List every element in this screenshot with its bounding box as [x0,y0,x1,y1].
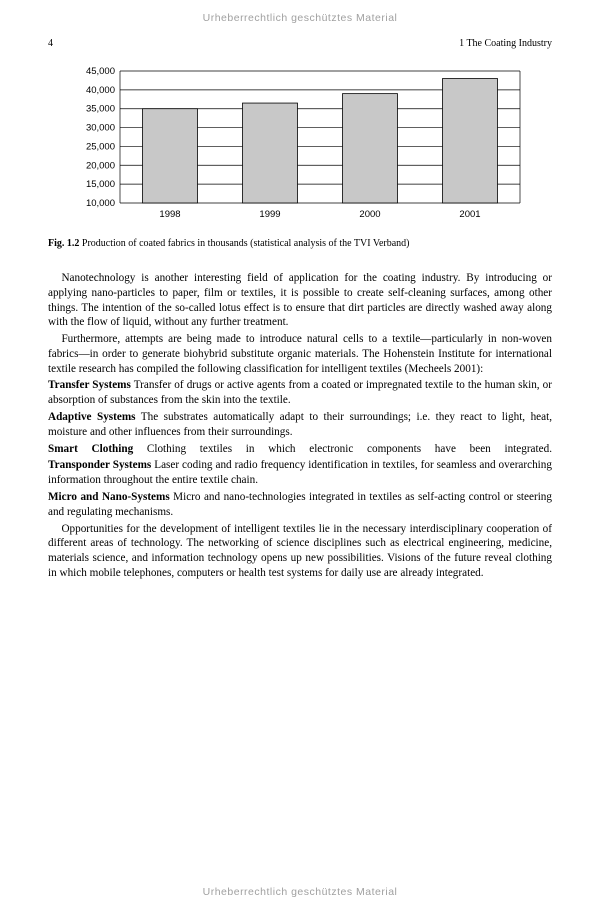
caption-label: Fig. 1.2 [48,238,79,249]
svg-text:2000: 2000 [359,209,380,220]
term-adaptive-systems: Adaptive Systems The substrates automati… [48,410,552,440]
term-label: Transfer Systems [48,379,131,391]
term-smart-clothing: Smart Clothing Clothing textiles in whic… [48,442,552,457]
svg-text:2001: 2001 [459,209,480,220]
paragraph-3: Opportunities for the development of int… [48,522,552,581]
svg-text:30,000: 30,000 [86,123,115,134]
term-transfer-systems: Transfer Systems Transfer of drugs or ac… [48,378,552,408]
svg-text:15,000: 15,000 [86,179,115,190]
page-header: 4 1 The Coating Industry [48,38,552,49]
svg-text:1999: 1999 [259,209,280,220]
paragraph-1: Nanotechnology is another interesting fi… [48,271,552,330]
svg-text:20,000: 20,000 [86,160,115,171]
svg-text:40,000: 40,000 [86,85,115,96]
term-transponder-systems: Transponder Systems Laser coding and rad… [48,458,552,488]
svg-text:10,000: 10,000 [86,198,115,209]
watermark-bottom: Urheberrechtlich geschütztes Material [0,886,600,898]
svg-text:35,000: 35,000 [86,104,115,115]
figure-caption: Fig. 1.2 Production of coated fabrics in… [48,238,552,249]
svg-text:1998: 1998 [159,209,180,220]
page: Urheberrechtlich geschütztes Material 4 … [0,0,600,910]
page-number: 4 [48,38,53,49]
paragraph-2: Furthermore, attempts are being made to … [48,332,552,376]
term-micro-nano-systems: Micro and Nano-Systems Micro and nano-te… [48,490,552,520]
watermark-top: Urheberrechtlich geschütztes Material [0,12,600,24]
chapter-title: 1 The Coating Industry [459,38,552,49]
svg-text:45,000: 45,000 [86,66,115,77]
term-label: Adaptive Systems [48,411,136,423]
term-label: Micro and Nano-Systems [48,491,170,503]
caption-text: Production of coated fabrics in thousand… [79,238,409,249]
bar-chart: 10,000 15,000 20,000 25,000 30,000 35,000 40,0… [70,63,530,228]
term-label: Transponder Systems [48,459,151,471]
term-text: Clothing textiles in which electronic co… [133,443,552,455]
body-text: Nanotechnology is another interesting fi… [48,271,552,581]
svg-text:25,000: 25,000 [86,141,115,152]
term-label: Smart Clothing [48,443,133,455]
